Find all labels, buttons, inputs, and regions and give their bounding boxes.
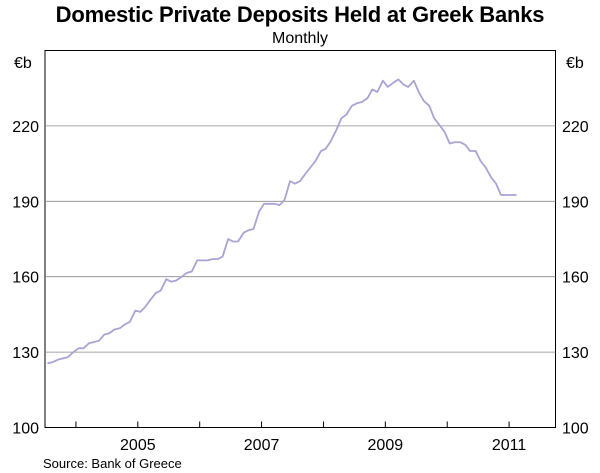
y-tick-label-left-160: 160	[12, 270, 39, 287]
y-unit-left: €b	[14, 55, 32, 72]
x-ticks: 2005 2007 2009 2011	[75, 421, 527, 454]
y-tick-label-left-100: 100	[12, 421, 39, 438]
y-tick-label-left-220: 220	[12, 119, 39, 136]
series-line-deposits	[47, 78, 517, 365]
chart-subtitle: Monthly	[271, 30, 329, 47]
x-tick-label-2007: 2007	[244, 437, 280, 454]
plot-frame	[44, 50, 556, 428]
y-tick-label-right-100: 100	[562, 421, 589, 438]
y-tick-label-right-190: 190	[562, 194, 589, 211]
x-tick-label-2005: 2005	[120, 437, 156, 454]
y-ticks: 100 100 130 130 160 160 190 190 220 220	[12, 119, 589, 438]
x-tick-label-2009: 2009	[368, 437, 404, 454]
y-tick-label-left-130: 130	[12, 345, 39, 362]
gridlines	[45, 125, 556, 353]
chart-title: Domestic Private Deposits Held at Greek …	[55, 2, 545, 27]
y-tick-label-left-190: 190	[12, 194, 39, 211]
x-tick-label-2011: 2011	[492, 437, 527, 454]
y-tick-label-right-220: 220	[562, 119, 589, 136]
source-note: Source: Bank of Greece	[43, 456, 182, 471]
y-unit-right: €b	[566, 55, 584, 72]
y-tick-label-right-160: 160	[562, 270, 589, 287]
y-tick-label-right-130: 130	[562, 345, 589, 362]
